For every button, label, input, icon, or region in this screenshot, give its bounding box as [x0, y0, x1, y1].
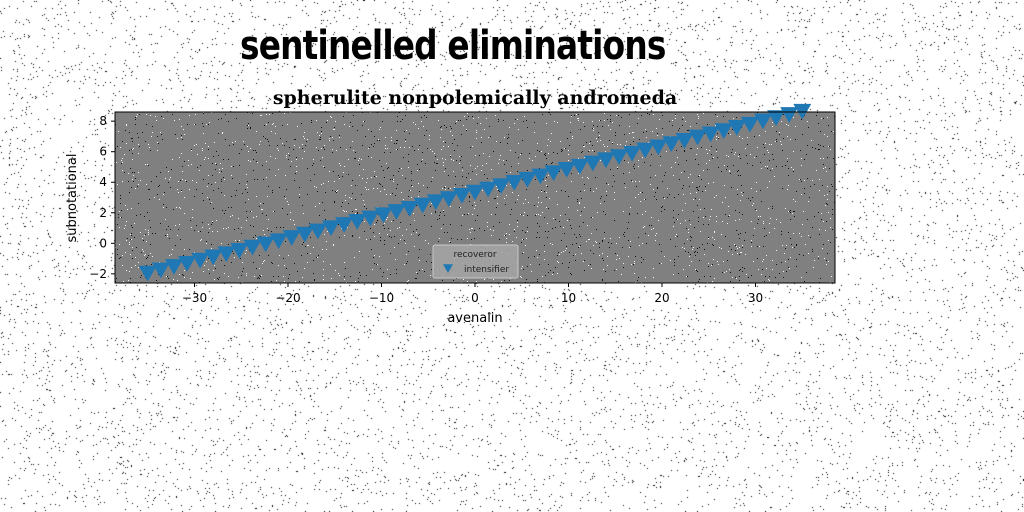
data-point	[557, 162, 576, 178]
data-point	[282, 230, 301, 246]
legend-marker-icon	[443, 264, 453, 273]
y-axis-title: subnotational	[65, 153, 80, 242]
x-tick-label: 20	[654, 291, 669, 305]
data-point	[191, 252, 210, 269]
data-point	[767, 110, 786, 127]
data-point	[230, 242, 249, 259]
data-point	[714, 123, 733, 140]
data-point	[322, 220, 340, 237]
data-point	[374, 207, 393, 224]
data-point	[452, 188, 471, 204]
plot-title: spherulite nonpolemically andromeda	[273, 87, 677, 109]
data-point	[610, 149, 628, 165]
y-tick-label: 4	[99, 175, 107, 189]
data-point	[675, 133, 694, 149]
data-point	[348, 213, 367, 230]
data-point	[479, 181, 498, 198]
data-point	[178, 255, 196, 272]
y-tick-label: 2	[99, 206, 107, 220]
data-point	[636, 142, 655, 159]
x-axis-title: avenalin	[447, 311, 502, 326]
y-tick-label: −2	[89, 267, 107, 281]
data-point	[623, 145, 642, 162]
data-point	[400, 200, 419, 217]
legend-box	[432, 244, 519, 279]
data-point	[269, 233, 288, 250]
x-tick-label: −10	[369, 291, 394, 305]
data-point	[544, 165, 563, 182]
x-tick-label: 10	[561, 291, 576, 305]
data-point	[256, 236, 275, 253]
data-point	[596, 152, 615, 169]
data-point	[492, 178, 511, 194]
y-tick-label: 0	[99, 236, 107, 250]
data-point	[308, 223, 327, 240]
data-point	[217, 246, 236, 263]
data-point	[740, 116, 759, 133]
data-point	[701, 126, 720, 143]
data-point	[426, 194, 445, 211]
data-point	[413, 197, 432, 214]
data-point	[518, 171, 537, 188]
data-point	[649, 139, 668, 156]
data-point	[387, 204, 406, 220]
legend-title: recoveror	[453, 250, 496, 260]
data-point	[570, 158, 589, 175]
series-intensifier	[138, 103, 812, 282]
data-point	[662, 136, 681, 152]
data-point	[164, 259, 183, 275]
x-axis: −30 −20 −10 0 10 20 30	[182, 283, 763, 305]
y-tick-label: 6	[99, 145, 107, 159]
x-tick-label: 30	[748, 291, 763, 305]
x-tick-label: −30	[182, 291, 207, 305]
data-point	[754, 113, 772, 130]
legend: recoveror intensifier	[432, 244, 519, 279]
data-point	[243, 239, 262, 256]
data-point	[688, 129, 707, 146]
x-tick-label: 0	[471, 291, 479, 305]
legend-entry-label: intensifier	[464, 265, 509, 275]
data-point	[361, 210, 380, 227]
data-point	[780, 107, 799, 123]
data-point	[583, 155, 602, 172]
data-point	[295, 226, 314, 243]
data-point	[727, 120, 746, 136]
data-point	[466, 184, 484, 201]
y-tick-label: 8	[99, 114, 107, 128]
data-point	[151, 262, 170, 279]
data-point	[138, 265, 157, 282]
data-point	[439, 191, 458, 207]
x-tick-label: −20	[275, 291, 300, 305]
data-point	[505, 175, 524, 191]
data-point	[204, 249, 223, 266]
y-axis: −2 0 2 4 6 8	[89, 114, 115, 281]
data-point	[335, 217, 354, 233]
data-point	[531, 168, 550, 185]
